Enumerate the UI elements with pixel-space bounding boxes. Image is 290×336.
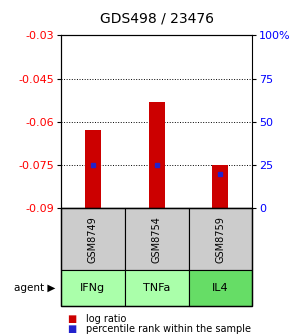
Bar — [148, 101, 165, 208]
Text: GSM8759: GSM8759 — [215, 216, 225, 263]
Text: IL4: IL4 — [212, 283, 229, 293]
Text: GDS498 / 23476: GDS498 / 23476 — [99, 12, 214, 26]
Text: agent ▶: agent ▶ — [14, 283, 55, 293]
Text: log ratio: log ratio — [86, 314, 126, 324]
Text: GSM8754: GSM8754 — [152, 216, 162, 263]
Text: IFNg: IFNg — [80, 283, 105, 293]
Text: TNFa: TNFa — [143, 283, 170, 293]
Text: ■: ■ — [67, 314, 76, 324]
Text: ■: ■ — [67, 324, 76, 334]
Text: GSM8749: GSM8749 — [88, 216, 98, 263]
Bar — [212, 165, 229, 208]
Text: percentile rank within the sample: percentile rank within the sample — [86, 324, 251, 334]
Bar — [85, 130, 101, 208]
